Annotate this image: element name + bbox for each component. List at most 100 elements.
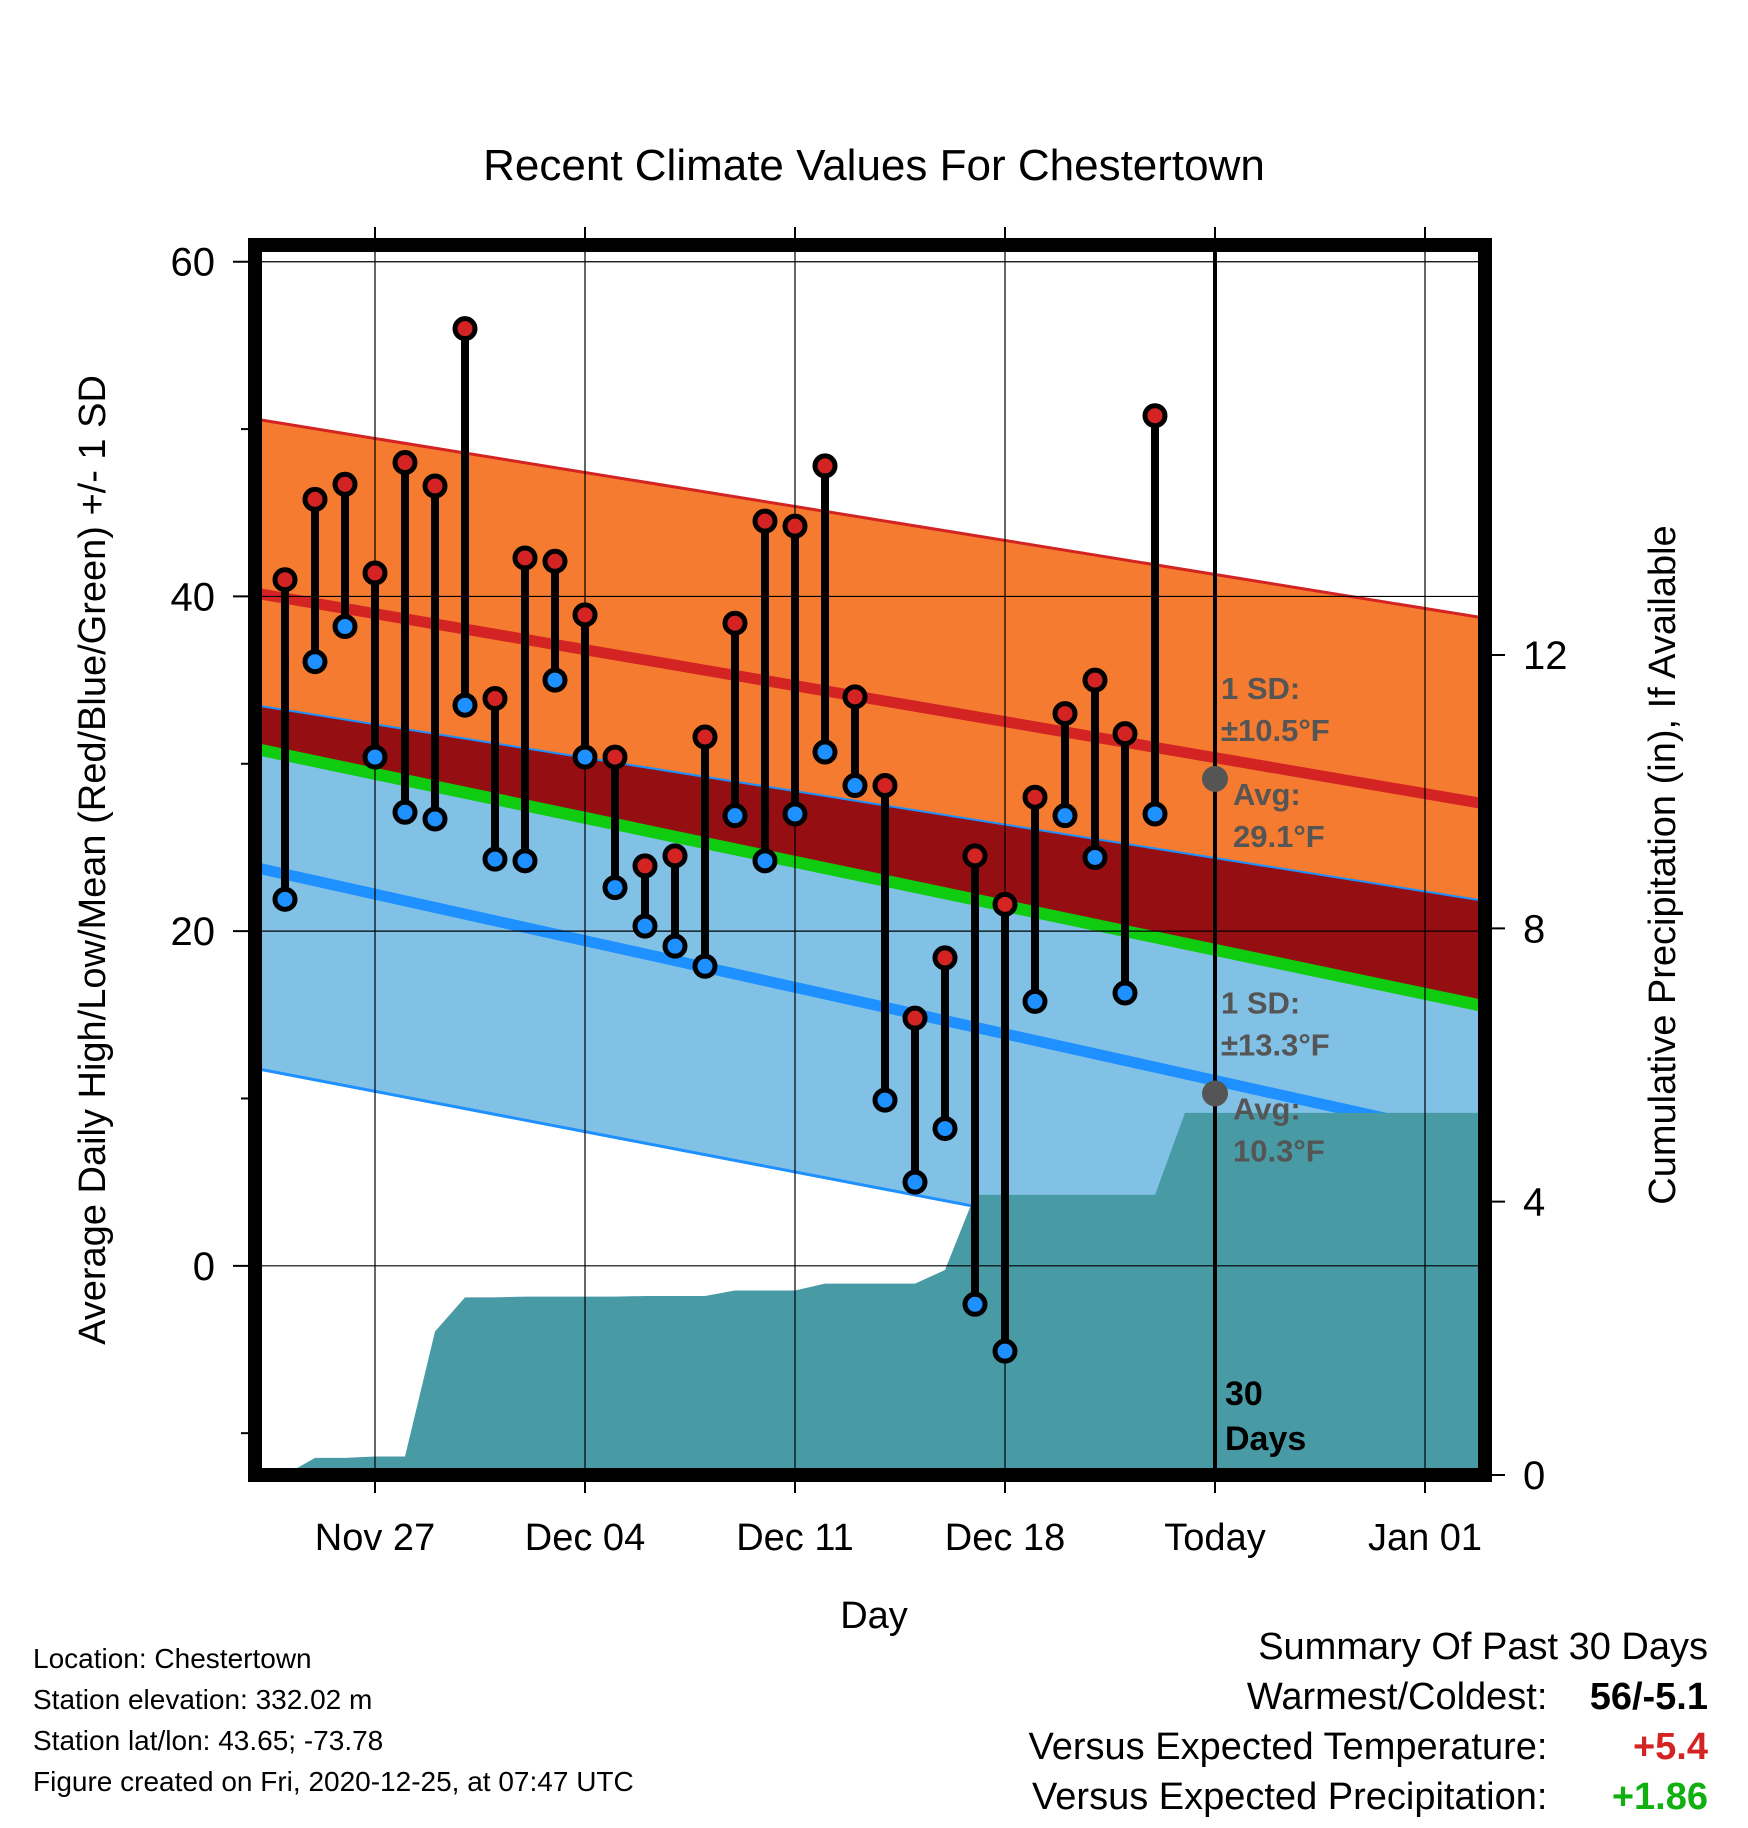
observed-low-point xyxy=(362,744,388,770)
observed-high-point xyxy=(812,453,838,479)
observed-high-point xyxy=(872,773,898,799)
observed-low-point xyxy=(512,848,538,874)
y-tick-label: 0 xyxy=(193,1245,215,1289)
observed-high-point xyxy=(752,508,778,534)
observed-high-point xyxy=(572,602,598,628)
days-label-number: 30 xyxy=(1225,1375,1263,1413)
observed-high-point xyxy=(272,567,298,593)
x-tick-label: Dec 04 xyxy=(525,1517,645,1559)
observed-high-point xyxy=(932,945,958,971)
y-axis-label-right: Cumulative Precipitation (in), If Availa… xyxy=(1642,525,1684,1204)
info-location: Location: Chestertown xyxy=(33,1643,312,1674)
low-sd-label: 1 SD: xyxy=(1221,985,1300,1020)
x-tick-label: Dec 18 xyxy=(945,1517,1065,1559)
observed-high-point xyxy=(632,853,658,879)
low-sd-value: ±13.3°F xyxy=(1221,1027,1330,1062)
high-lower-line xyxy=(255,704,1485,902)
observed-high-point xyxy=(602,744,628,770)
info-created: Figure created on Fri, 2020-12-25, at 07… xyxy=(33,1766,634,1797)
summary-precip-value: +1.86 xyxy=(1611,1776,1708,1818)
summary-warmest-label: Warmest/Coldest: xyxy=(1246,1676,1548,1718)
observed-low-point xyxy=(902,1169,928,1195)
observed-high-point xyxy=(782,513,808,539)
observed-high-point xyxy=(992,891,1018,917)
low-avg-label: Avg: xyxy=(1233,1091,1301,1126)
observed-low-point xyxy=(302,649,328,675)
observed-high-point xyxy=(1052,701,1078,727)
observed-low-point xyxy=(722,803,748,829)
observed-high-point xyxy=(422,473,448,499)
observed-low-point xyxy=(452,692,478,718)
y-right-tick-label: 8 xyxy=(1523,907,1545,951)
summary-temp-value: +5.4 xyxy=(1632,1726,1708,1768)
observed-low-point xyxy=(482,846,508,872)
observed-high-point xyxy=(482,686,508,712)
observed-high-point xyxy=(962,843,988,869)
observed-high-point xyxy=(362,560,388,586)
observed-high-point xyxy=(1142,403,1168,429)
observed-low-point xyxy=(1112,980,1138,1006)
observed-high-point xyxy=(692,724,718,750)
observed-low-point xyxy=(782,801,808,827)
observed-low-point xyxy=(632,913,658,939)
observed-low-point xyxy=(572,744,598,770)
chart-title: Recent Climate Values For Chestertown xyxy=(483,141,1265,190)
high-avg-value: 29.1°F xyxy=(1233,819,1325,854)
x-axis-label: Day xyxy=(840,1595,908,1637)
observed-low-point xyxy=(842,773,868,799)
high-sd-label: 1 SD: xyxy=(1221,671,1300,706)
plot-area xyxy=(255,245,1485,1475)
summary-temp-label: Versus Expected Temperature: xyxy=(1028,1726,1548,1768)
observed-low-point xyxy=(1142,801,1168,827)
high-upper-line xyxy=(255,417,1485,620)
y-right-tick-label: 12 xyxy=(1523,634,1568,678)
summary-precip-row: Versus Expected Precipitation: +1.86 xyxy=(1029,1772,1708,1822)
x-tick-label: Jan 01 xyxy=(1368,1517,1482,1559)
x-tick-label: Dec 11 xyxy=(736,1517,854,1559)
observed-low-point xyxy=(542,667,568,693)
observed-low-point xyxy=(662,933,688,959)
observed-low-point xyxy=(392,799,418,825)
observed-high-point xyxy=(1112,721,1138,747)
observed-high-point xyxy=(722,610,748,636)
summary-warmest-value: 56/-5.1 xyxy=(1589,1676,1708,1718)
observed-low-point xyxy=(962,1291,988,1317)
observed-high-point xyxy=(302,486,328,512)
station-info: Location: Chestertown Station elevation:… xyxy=(33,1638,634,1802)
high-avg-line xyxy=(255,587,1485,810)
observed-high-point xyxy=(842,684,868,710)
y-right-tick-label: 4 xyxy=(1523,1181,1545,1225)
high-avg-label: Avg: xyxy=(1233,777,1301,812)
high-sd-value: ±10.5°F xyxy=(1221,713,1330,748)
observed-low-point xyxy=(1052,803,1078,829)
summary-panel: Summary Of Past 30 Days Warmest/Coldest:… xyxy=(1029,1622,1708,1822)
summary-warmest-row: Warmest/Coldest: 56/-5.1 xyxy=(1029,1672,1708,1722)
observed-low-point xyxy=(422,806,448,832)
observed-high-point xyxy=(1082,667,1108,693)
plot-frame xyxy=(248,238,1492,1482)
info-latlon: Station lat/lon: 43.65; -73.78 xyxy=(33,1725,384,1756)
y-tick-label: 60 xyxy=(171,241,216,285)
observed-low-point xyxy=(692,953,718,979)
high-avg-marker xyxy=(1202,765,1228,792)
observed-low-point xyxy=(872,1087,898,1113)
x-tick-label: Today xyxy=(1164,1517,1265,1559)
observed-high-point xyxy=(542,548,568,574)
observed-low-point xyxy=(272,886,298,912)
y-axis-label: Average Daily High/Low/Mean (Red/Blue/Gr… xyxy=(72,375,114,1345)
mean-line xyxy=(255,742,1485,1013)
low-avg-marker xyxy=(1202,1080,1228,1107)
high-sd-band xyxy=(255,419,1485,901)
summary-heading: Summary Of Past 30 Days xyxy=(1258,1626,1708,1668)
observed-high-point xyxy=(902,1005,928,1031)
observed-low-point xyxy=(602,875,628,901)
observed-high-point xyxy=(1022,784,1048,810)
observed-low-point xyxy=(992,1338,1018,1364)
y-tick-label: 40 xyxy=(171,575,216,619)
observed-high-point xyxy=(452,316,478,342)
observed-high-point xyxy=(332,471,358,497)
summary-precip-label: Versus Expected Precipitation: xyxy=(1032,1776,1548,1818)
low-avg-line xyxy=(255,862,1485,1146)
observed-low-point xyxy=(812,739,838,765)
